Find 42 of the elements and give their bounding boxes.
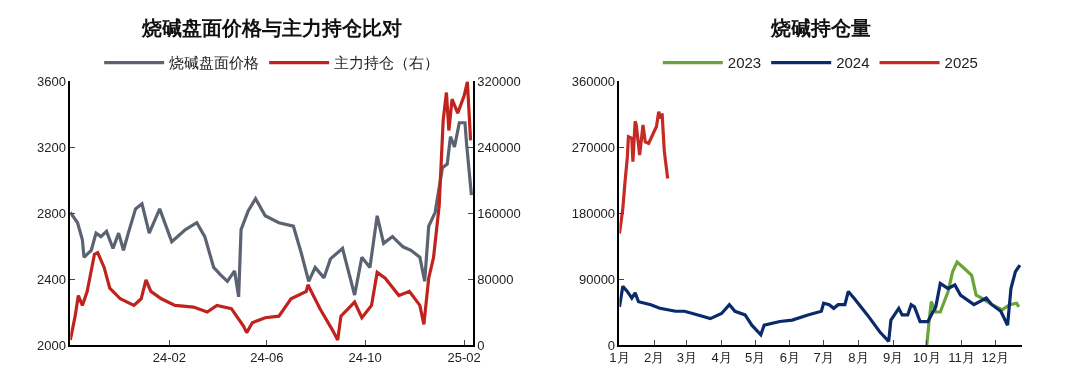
- x-tick-label: 10月: [913, 350, 941, 366]
- x-tick-label: 11月: [948, 350, 975, 366]
- x-tick-label: 25-02: [447, 350, 481, 366]
- line-series: [619, 263, 1022, 343]
- y2-tick-label: 160000: [477, 205, 521, 221]
- y2-tick-label: 80000: [477, 271, 514, 287]
- y-tick-label: 3600: [37, 73, 66, 89]
- x-tick-label: 1月: [609, 350, 630, 366]
- y-tick-label: 180000: [571, 205, 616, 221]
- legend-label: 主力持仓（右）: [334, 54, 440, 72]
- x-tick-label: 8月: [848, 350, 869, 366]
- x-tick-label: 24-06: [250, 350, 284, 366]
- x-tick-label: 24-02: [152, 350, 186, 366]
- line-series: [70, 81, 473, 342]
- x-tick-label: 4月: [711, 350, 732, 366]
- y-tick-label: 3200: [37, 139, 66, 155]
- x-tick-label: 9月: [883, 350, 904, 366]
- y-tick-label: 2000: [37, 337, 66, 353]
- legend-label: 2024: [836, 54, 870, 72]
- x-tick-label: 7月: [813, 350, 834, 366]
- x-tick-label: 24-10: [348, 350, 382, 366]
- y-tick-label: 270000: [571, 139, 616, 155]
- legend-label: 2023: [727, 54, 762, 72]
- y-tick-label: 2800: [37, 205, 66, 221]
- y2-tick-label: 240000: [477, 139, 521, 155]
- legend-label: 烧碱盘面价格: [169, 54, 260, 72]
- x-tick-label: 5月: [745, 350, 766, 366]
- y-tick-label: 2400: [37, 271, 66, 287]
- y-tick-label: 90000: [578, 271, 616, 287]
- chart-title: 烧碱盘面价格与主力持仓比对: [141, 17, 402, 39]
- y-tick-label: 0: [607, 337, 616, 353]
- x-tick-label: 2月: [644, 350, 665, 366]
- y2-tick-label: 320000: [477, 73, 521, 89]
- line-series: [619, 110, 670, 236]
- x-tick-label: 12月: [981, 350, 1009, 366]
- x-tick-label: 6月: [779, 350, 801, 366]
- chart-title: 烧碱持仓量: [770, 17, 871, 39]
- line-series: [70, 121, 473, 299]
- x-tick-label: 3月: [676, 350, 697, 366]
- y-tick-label: 360000: [571, 73, 616, 89]
- legend-label: 2025: [944, 54, 978, 72]
- y2-tick-label: 0: [477, 337, 485, 353]
